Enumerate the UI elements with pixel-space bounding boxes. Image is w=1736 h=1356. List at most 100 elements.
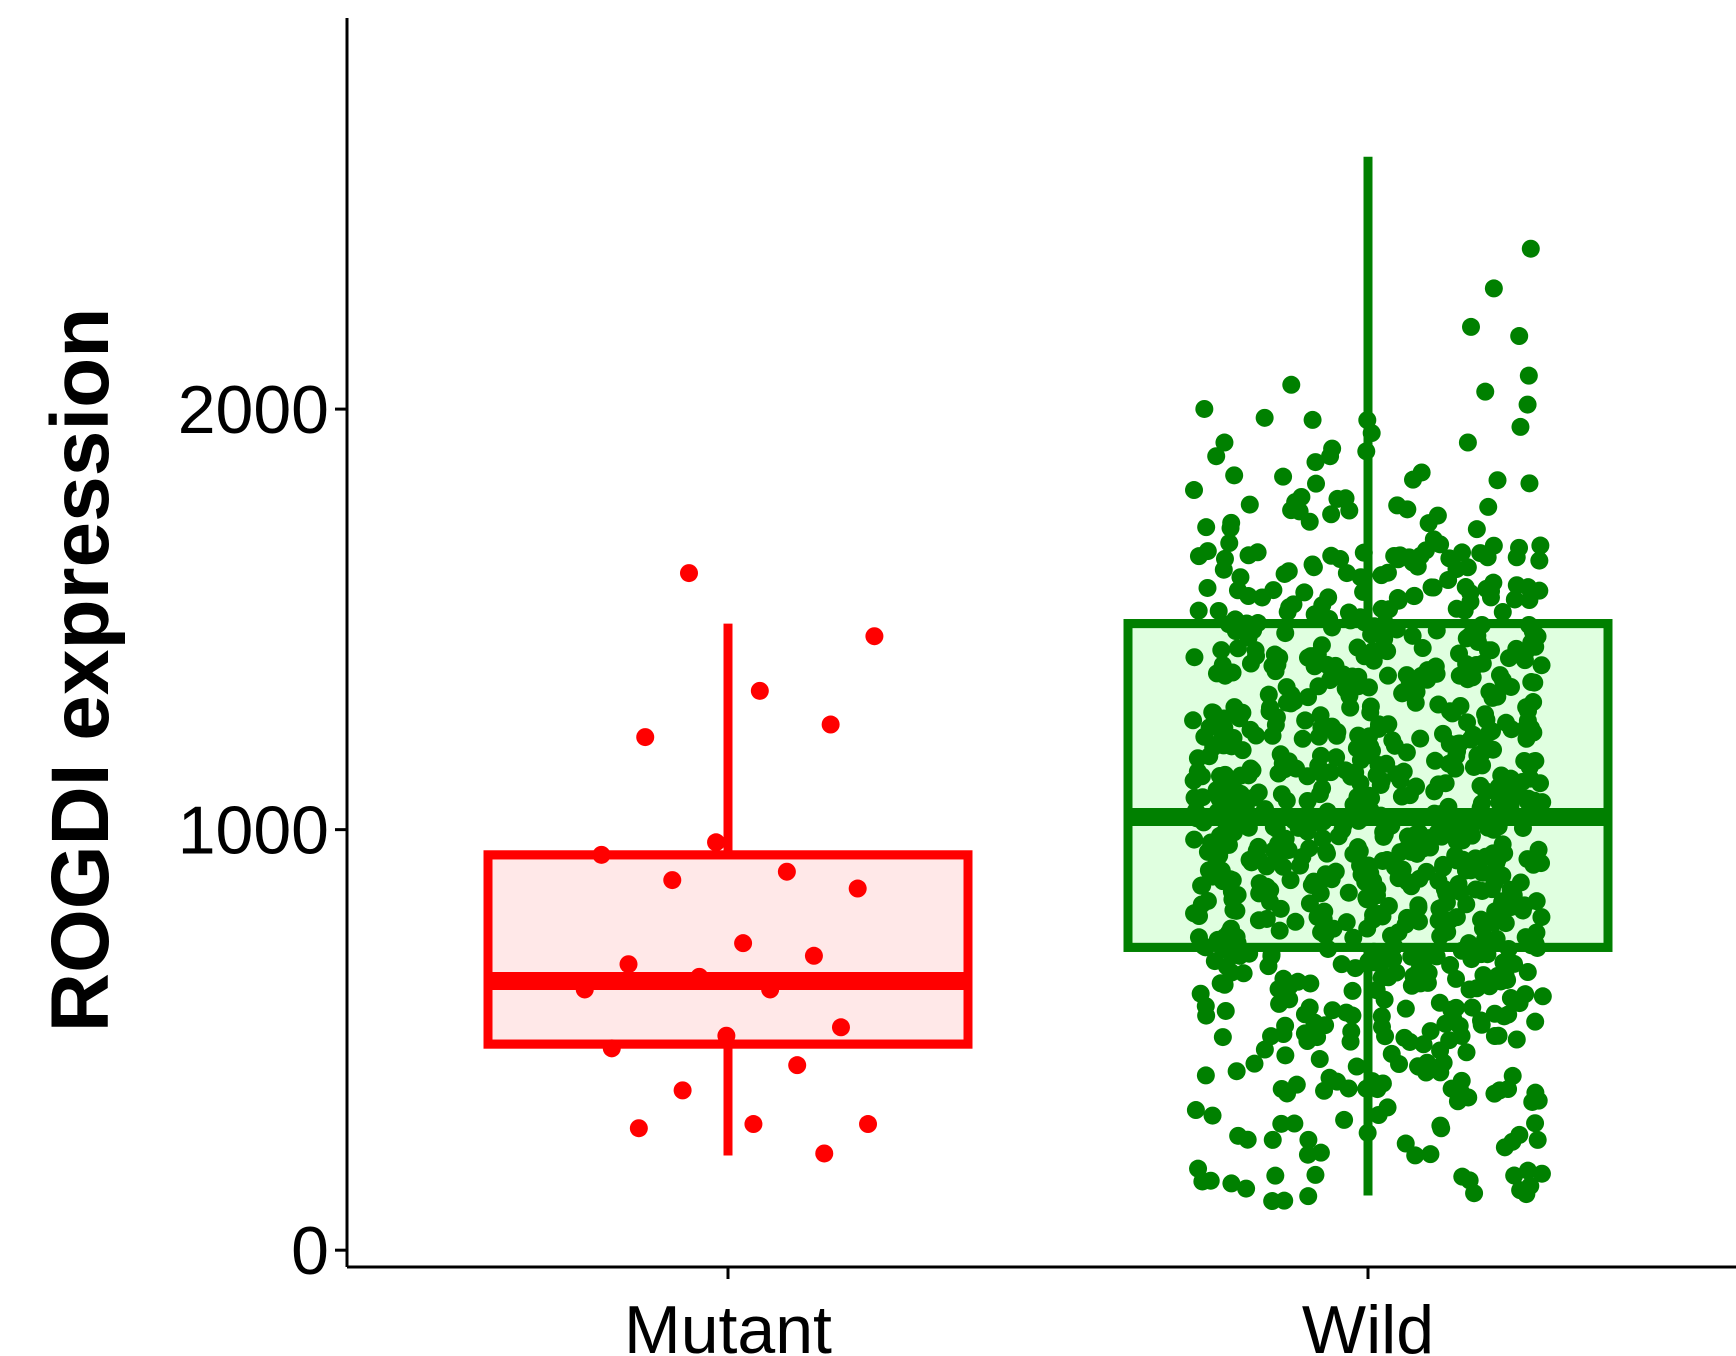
data-point-wild <box>1306 1165 1325 1184</box>
data-point-wild <box>1421 1022 1440 1041</box>
data-point-wild <box>1526 625 1545 644</box>
data-point-wild <box>1361 697 1380 716</box>
data-point-wild <box>1274 467 1293 486</box>
data-point-wild <box>1286 912 1305 931</box>
data-point-mutant <box>821 715 840 734</box>
data-point-wild <box>1379 715 1398 734</box>
data-point-wild <box>1321 447 1340 466</box>
data-point-wild <box>1518 850 1537 869</box>
data-point-wild <box>1484 536 1503 555</box>
data-point-wild <box>1319 588 1338 607</box>
data-point-wild <box>1372 1007 1391 1026</box>
data-point-wild <box>1524 693 1543 712</box>
data-point-wild <box>1313 764 1332 783</box>
data-point-wild <box>1310 727 1329 746</box>
data-point-wild <box>1451 1083 1470 1102</box>
data-point-wild <box>1436 1014 1455 1033</box>
data-point-wild <box>1286 493 1305 512</box>
data-point-wild <box>1505 590 1524 609</box>
data-point-wild <box>1189 601 1208 620</box>
data-point-wild <box>1277 791 1296 810</box>
data-point-wild <box>1515 896 1534 915</box>
data-point-wild <box>1332 955 1351 974</box>
data-point-wild <box>1331 550 1350 569</box>
data-point-wild <box>1516 985 1535 1004</box>
data-point-wild <box>1395 1028 1414 1047</box>
data-point-wild <box>1479 497 1498 516</box>
data-point-wild <box>1185 788 1204 807</box>
data-point-wild <box>1220 534 1239 553</box>
data-point-wild <box>1371 775 1390 794</box>
data-point-wild <box>1349 677 1368 696</box>
box-lines-top <box>483 156 1613 1196</box>
data-point-wild <box>1272 1114 1291 1133</box>
data-point-wild <box>1291 856 1310 875</box>
data-point-wild <box>1285 692 1304 711</box>
data-point-wild <box>1195 399 1214 418</box>
data-point-wild <box>1198 578 1217 597</box>
data-point-wild <box>1488 851 1507 870</box>
data-point-wild <box>1519 366 1538 385</box>
data-point-wild <box>1305 605 1324 624</box>
data-point-wild <box>1389 591 1408 610</box>
data-point-wild <box>1189 1159 1208 1178</box>
data-point-mutant <box>777 862 796 881</box>
data-point-wild <box>1328 1072 1347 1091</box>
data-point-wild <box>1476 382 1495 401</box>
data-point-mutant <box>619 955 638 974</box>
data-point-wild <box>1245 1054 1264 1073</box>
data-point-wild <box>1335 1110 1354 1129</box>
data-point-mutant <box>831 1018 850 1037</box>
data-point-mutant <box>750 681 769 700</box>
data-point-wild <box>1228 885 1247 904</box>
data-point-wild <box>1304 558 1323 577</box>
data-point-wild <box>1212 641 1231 660</box>
data-point-wild <box>1421 1145 1440 1164</box>
data-point-wild <box>1298 1032 1317 1051</box>
data-point-wild <box>1274 857 1293 876</box>
data-point-wild <box>1484 279 1503 298</box>
data-point-wild <box>1396 999 1415 1018</box>
data-point-wild <box>1453 831 1472 850</box>
data-point-wild <box>1249 850 1268 869</box>
data-point-wild <box>1205 952 1224 971</box>
data-point-wild <box>1274 1025 1293 1044</box>
data-point-wild <box>1522 673 1541 692</box>
data-point-wild <box>1496 914 1515 933</box>
data-point-wild <box>1223 663 1242 682</box>
data-point-wild <box>1383 731 1402 750</box>
data-point-wild <box>1304 872 1323 891</box>
data-point-wild <box>1299 1187 1318 1206</box>
data-point-wild <box>1409 896 1428 915</box>
data-point-wild <box>1322 505 1341 524</box>
data-point-wild <box>1532 1164 1551 1183</box>
data-point-wild <box>1306 453 1325 472</box>
data-point-wild <box>1280 598 1299 617</box>
data-point-wild <box>1305 1013 1324 1032</box>
data-point-wild <box>1499 1005 1518 1024</box>
data-point-wild <box>1520 474 1539 493</box>
data-point-wild <box>1418 661 1437 680</box>
data-point-wild <box>1238 1130 1257 1149</box>
data-point-wild <box>1515 651 1534 670</box>
data-point-wild <box>1450 1016 1469 1035</box>
data-point-wild <box>1263 1130 1282 1149</box>
data-point-wild <box>1397 908 1416 927</box>
data-point-wild <box>1458 558 1477 577</box>
data-point-wild <box>1308 645 1327 664</box>
data-point-wild <box>1349 726 1368 745</box>
data-point-wild <box>1525 791 1544 810</box>
data-point-wild <box>1344 844 1363 863</box>
y-axis-title: ROGDI expression <box>35 308 126 1033</box>
data-point-wild <box>1378 1098 1397 1117</box>
data-point-wild <box>1310 785 1329 804</box>
data-point-wild <box>1276 624 1295 643</box>
data-point-wild <box>1263 1192 1282 1211</box>
y-tick-label: 2000 <box>178 372 329 448</box>
x-tick-label: Wild <box>1302 1292 1434 1356</box>
data-point-wild <box>1241 759 1260 778</box>
data-point-wild <box>1281 871 1300 890</box>
data-point-wild <box>1310 1050 1329 1069</box>
data-point-wild <box>1378 642 1397 661</box>
